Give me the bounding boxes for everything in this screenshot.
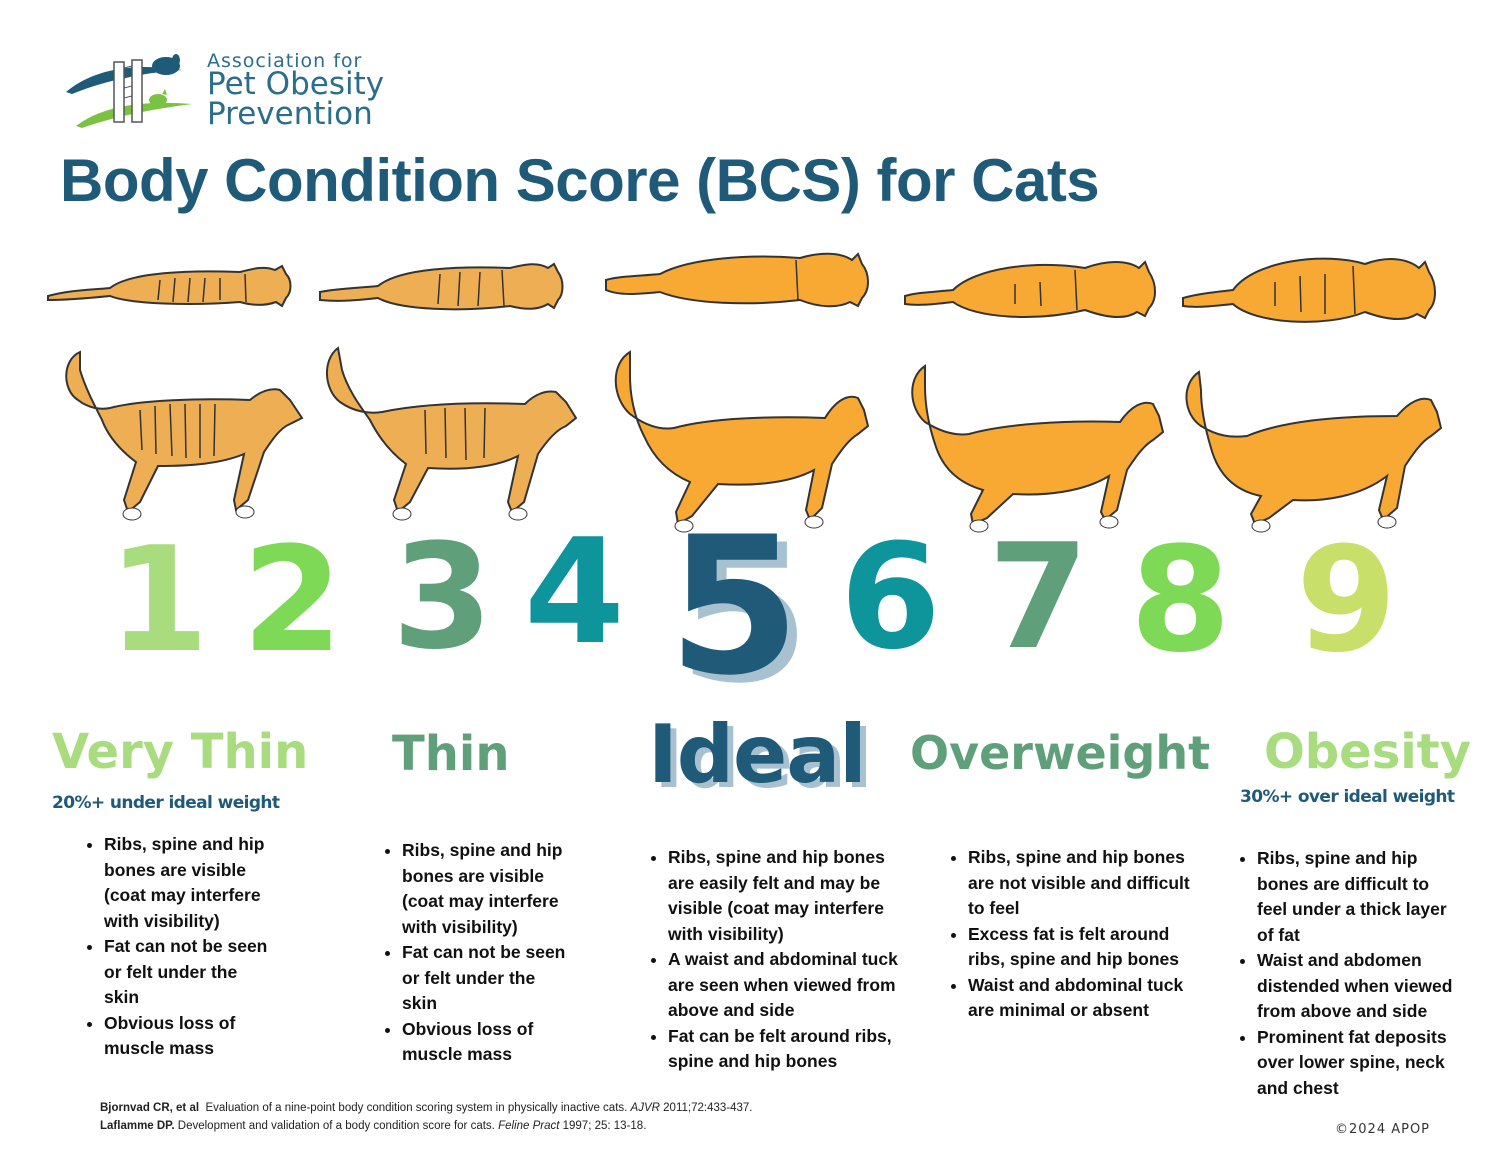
list-item: Fat can not be seen or felt under the sk… <box>402 940 570 1017</box>
bullets-very-thin: Ribs, spine and hip bones are visible (c… <box>82 832 272 1062</box>
bullets-obesity: Ribs, spine and hip bones are difficult … <box>1235 846 1463 1101</box>
list-item: Waist and abdomen distended when viewed … <box>1257 948 1463 1025</box>
list-item: Fat can be felt around ribs, spine and h… <box>668 1024 908 1075</box>
list-item: Fat can not be seen or felt under the sk… <box>104 934 272 1011</box>
bullets-thin: Ribs, spine and hip bones are visible (c… <box>380 838 570 1068</box>
logo-line-1: Association for <box>207 50 363 72</box>
cat-top-view-icon <box>605 252 869 308</box>
list-item: Excess fat is felt around ribs, spine an… <box>968 922 1194 973</box>
list-item: A waist and abdominal tuck are seen when… <box>668 947 908 1024</box>
logo-line-2: Pet Obesity <box>207 66 385 102</box>
list-item: Ribs, spine and hip bones are visible (c… <box>402 838 570 940</box>
list-item: Ribs, spine and hip bones are difficult … <box>1257 846 1463 948</box>
cat-top-view-icon <box>47 264 292 308</box>
category-label-thin: Thin <box>392 726 510 782</box>
reference-1-journal: AJVR <box>630 1102 660 1114</box>
cat-illustration-thin <box>310 240 580 540</box>
cat-side-view-icon <box>65 350 304 521</box>
list-item: Waist and abdominal tuck are minimal or … <box>968 973 1194 1024</box>
apop-logo-icon <box>62 48 202 128</box>
copyright: ©2024 APOP <box>1335 1122 1431 1137</box>
bullets-ideal: Ribs, spine and hip bones are easily fel… <box>646 845 908 1075</box>
reference-1: Bjornvad CR, et al Evaluation of a nine-… <box>100 1102 752 1114</box>
category-label-very-thin: Very Thin <box>52 724 309 780</box>
list-item: Prominent fat deposits over lower spine,… <box>1257 1025 1463 1102</box>
cat-side-view-icon <box>1185 370 1443 533</box>
score-number-5: 5 <box>668 496 801 717</box>
cat-top-view-icon <box>319 262 564 311</box>
reference-2-text: Development and validation of a body con… <box>177 1120 495 1132</box>
cat-side-view-icon <box>325 346 578 521</box>
logo-line-3: Prevention <box>207 96 373 132</box>
reference-2-journal: Feline Pract <box>498 1120 560 1132</box>
score-number-1: 1 <box>108 516 209 685</box>
cat-top-view-icon <box>1182 257 1436 323</box>
category-label-obesity: Obesity <box>1264 724 1471 780</box>
score-number-7: 7 <box>988 513 1089 682</box>
reference-2: Laflamme DP. Development and validation … <box>100 1120 646 1132</box>
cat-top-view-icon <box>904 260 1156 318</box>
reference-2-cite: 1997; 25: 13-18. <box>562 1120 647 1132</box>
list-item: Ribs, spine and hip bones are not visibl… <box>968 845 1194 922</box>
cat-side-view-icon <box>911 364 1165 533</box>
cat-side-view-icon <box>614 350 870 533</box>
category-label-ideal: Ideal <box>648 708 867 801</box>
score-number-2: 2 <box>242 516 343 685</box>
list-item: Ribs, spine and hip bones are visible (c… <box>104 832 272 934</box>
score-number-6: 6 <box>840 513 941 682</box>
list-item: Ribs, spine and hip bones are easily fel… <box>668 845 908 947</box>
category-sublabel-very-thin: 20%+ under ideal weight <box>52 793 280 813</box>
reference-2-authors: Laflamme DP. <box>100 1120 175 1132</box>
page-title: Body Condition Score (BCS) for Cats <box>60 147 1100 214</box>
list-item: Obvious loss of muscle mass <box>402 1017 570 1068</box>
cat-illustration-overweight <box>895 240 1165 540</box>
score-number-3: 3 <box>392 513 493 682</box>
reference-1-authors: Bjornvad CR, et al <box>100 1102 200 1114</box>
cat-illustration-ideal <box>600 240 870 540</box>
reference-1-cite: 2011;72:433-437. <box>663 1102 753 1114</box>
reference-1-text: Evaluation of a nine-point body conditio… <box>205 1102 628 1114</box>
score-number-9: 9 <box>1296 516 1397 685</box>
score-number-8: 8 <box>1130 516 1231 685</box>
cat-illustration-very-thin <box>40 240 310 540</box>
score-number-4: 4 <box>524 508 625 677</box>
list-item: Obvious loss of muscle mass <box>104 1011 272 1062</box>
bullets-overweight: Ribs, spine and hip bones are not visibl… <box>946 845 1194 1024</box>
category-sublabel-obesity: 30%+ over ideal weight <box>1240 787 1455 807</box>
cat-illustration-obesity <box>1175 240 1445 540</box>
category-label-overweight: Overweight <box>910 726 1211 780</box>
